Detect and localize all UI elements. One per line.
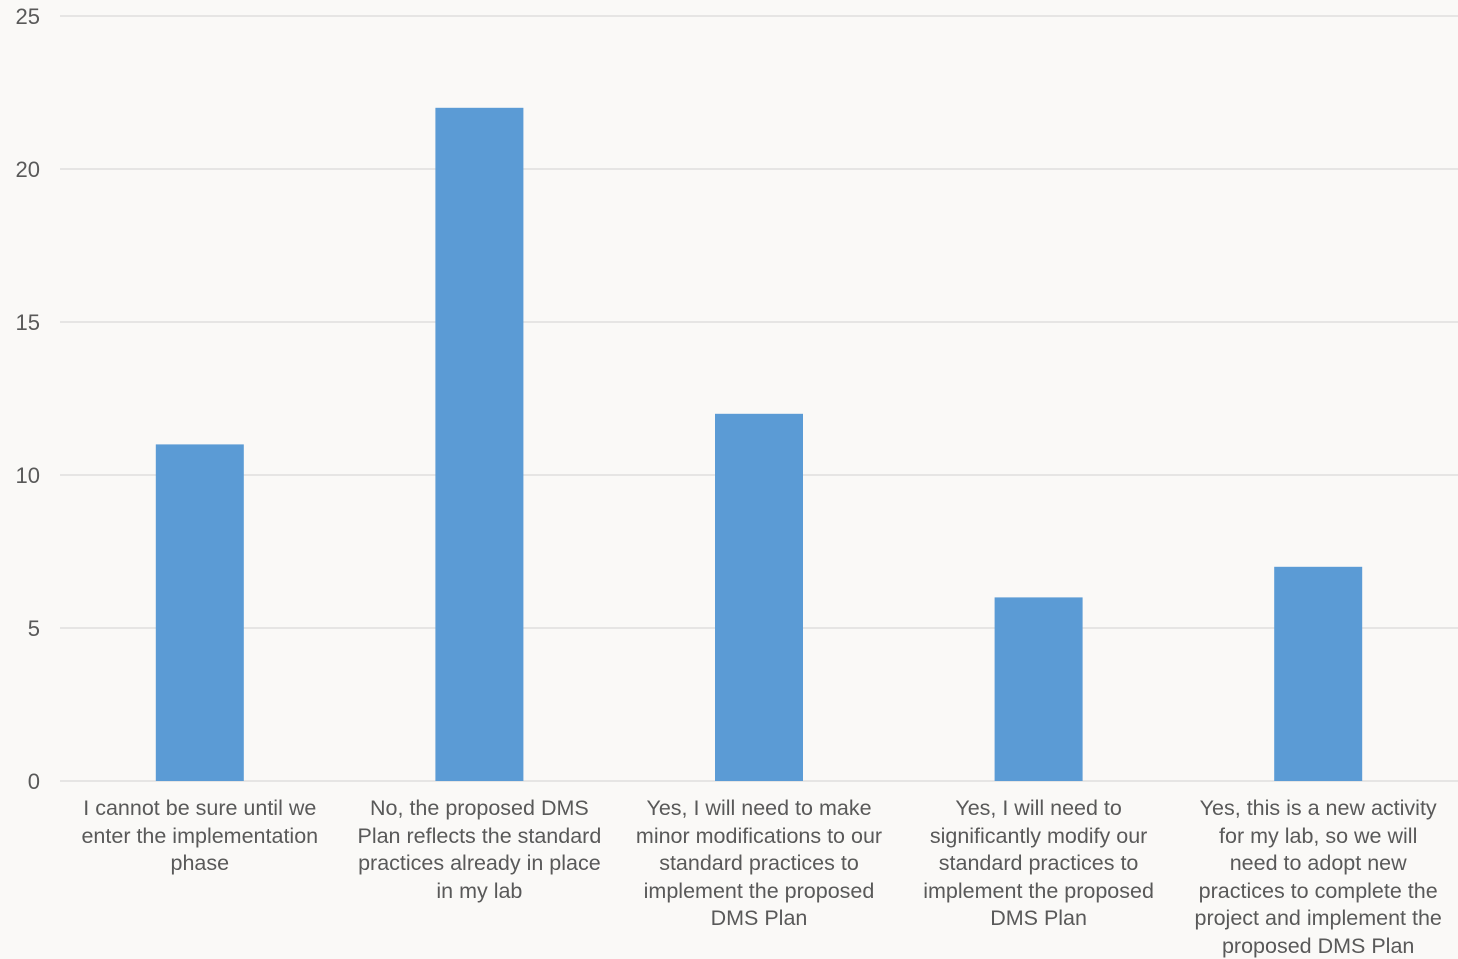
bar-4: [994, 597, 1083, 781]
bar-3: [715, 413, 803, 781]
x-tick-label-line: proposed DMS Plan: [1221, 933, 1415, 958]
x-tick-label-line: in my lab: [436, 878, 523, 903]
bar-2: [435, 107, 524, 782]
x-tick-label-line: implement the proposed: [643, 878, 875, 903]
bar-5: [1274, 566, 1363, 781]
y-tick-label: 0: [28, 769, 40, 794]
x-tick-label-line: standard practices to: [938, 851, 1139, 875]
x-tick-label-line: Yes, this is a new activity: [1199, 796, 1437, 820]
x-tick-label-line: significantly modify our: [929, 823, 1148, 848]
y-tick-label: 5: [28, 616, 40, 641]
x-tick-label-line: Yes, I will need to make: [646, 796, 872, 820]
x-tick-label-2: No, the proposed DMS Plan reflects the st…: [341, 795, 617, 905]
x-tick-label-4: Yes, I will need to significantly modify …: [901, 795, 1177, 933]
y-tick-label: 10: [16, 463, 40, 488]
x-tick-label-line: project and implement the: [1194, 906, 1442, 930]
y-tick-label: 25: [16, 4, 40, 29]
x-tick-label-line: need to adopt new: [1229, 851, 1407, 875]
x-tick-label-line: I cannot be sure until we: [83, 796, 317, 820]
x-tick-label-line: minor modifications to our: [635, 823, 883, 848]
x-tick-label-line: No, the proposed DMS: [370, 796, 589, 820]
x-tick-label-line: phase: [170, 851, 230, 875]
x-tick-label-5: Yes, this is a new activity for my lab, s…: [1180, 795, 1456, 959]
y-tick-label: 20: [16, 157, 40, 182]
y-axis-ticks: 0 5 10 15 20 25: [16, 4, 40, 794]
x-tick-label-line: practices to complete the: [1198, 878, 1438, 903]
x-tick-label-1: I cannot be sure until we enter the imple…: [62, 795, 338, 878]
x-tick-label-line: for my lab, so we will: [1219, 823, 1418, 848]
x-tick-label-line: implement the proposed: [923, 878, 1154, 903]
x-tick-label-line: enter the implementation: [81, 823, 319, 848]
x-tick-label-line: DMS Plan: [710, 906, 808, 930]
x-tick-label-line: practices already in place: [358, 851, 601, 875]
x-tick-label-line: Plan reflects the standard: [357, 823, 602, 848]
x-tick-label-3: Yes, I will need to make minor modificati…: [621, 795, 897, 933]
y-tick-label: 15: [16, 310, 40, 335]
x-tick-label-line: Yes, I will need to: [955, 796, 1122, 820]
x-tick-label-line: standard practices to: [659, 851, 859, 875]
bar-1: [155, 444, 244, 781]
bars: [155, 107, 1363, 782]
x-tick-label-line: DMS Plan: [990, 906, 1087, 930]
